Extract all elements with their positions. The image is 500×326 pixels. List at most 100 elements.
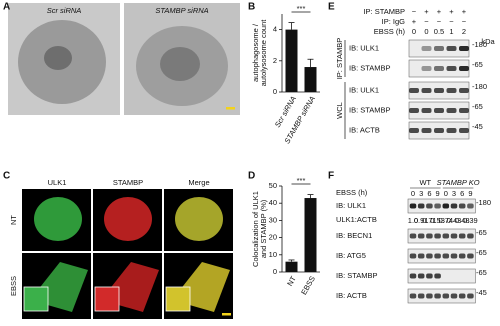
micrographs bbox=[22, 189, 233, 319]
marker-label: -65 bbox=[472, 102, 483, 111]
y-tick-label: 4 bbox=[273, 25, 277, 34]
y-axis-label: autolysosome count bbox=[259, 19, 268, 87]
lane-label: 6 bbox=[427, 189, 431, 198]
marker-label: -65 bbox=[476, 228, 487, 237]
band bbox=[417, 293, 425, 299]
lane-label: + bbox=[424, 7, 429, 16]
marker-label: -180 bbox=[472, 40, 487, 49]
lane-label: + bbox=[437, 7, 442, 16]
channel-label: ULK1 bbox=[48, 178, 67, 187]
bar bbox=[304, 67, 317, 92]
band bbox=[421, 128, 432, 133]
row-label: IB: ACTB bbox=[349, 125, 380, 134]
group-label: IP: STAMBP bbox=[335, 38, 344, 80]
band bbox=[434, 88, 444, 93]
band bbox=[458, 253, 466, 259]
band bbox=[434, 108, 444, 113]
band bbox=[459, 108, 469, 113]
row-label: IB: ULK1 bbox=[336, 201, 366, 210]
ratio-label: 0.74 bbox=[438, 216, 453, 225]
blot bbox=[407, 228, 476, 244]
panel-label: D bbox=[248, 171, 255, 182]
group-label: WT bbox=[419, 178, 431, 187]
band bbox=[467, 253, 474, 259]
band bbox=[434, 203, 441, 209]
band bbox=[442, 233, 450, 239]
row-label: IB: ACTB bbox=[336, 291, 367, 300]
band bbox=[409, 273, 417, 279]
x-tick-label: EBSS bbox=[299, 274, 317, 296]
row-label: IB: ATG5 bbox=[336, 251, 366, 260]
nucleus bbox=[44, 46, 72, 70]
marker-label: -65 bbox=[472, 60, 483, 69]
bar bbox=[285, 261, 298, 272]
band bbox=[409, 203, 417, 209]
cell bbox=[175, 197, 223, 241]
lane-label: − bbox=[449, 17, 454, 26]
inset bbox=[94, 286, 120, 312]
band bbox=[442, 203, 450, 209]
row-label: IP: STAMBP bbox=[363, 7, 405, 16]
band bbox=[450, 233, 458, 239]
y-tick-label: 50 bbox=[269, 181, 277, 190]
band bbox=[426, 253, 433, 259]
bar bbox=[304, 198, 317, 272]
cell bbox=[34, 197, 82, 241]
band bbox=[409, 233, 417, 239]
band bbox=[459, 128, 469, 133]
band bbox=[434, 128, 444, 133]
lane-label: 0 bbox=[444, 189, 448, 198]
cell bbox=[104, 197, 152, 241]
band bbox=[450, 253, 458, 259]
marker-label: -180 bbox=[476, 198, 491, 207]
band bbox=[434, 66, 444, 71]
band bbox=[434, 233, 441, 239]
lane-label: + bbox=[462, 7, 467, 16]
ratio-label: 1.0 bbox=[408, 216, 418, 225]
y-tick-label: 20 bbox=[269, 233, 277, 242]
marker-label: -45 bbox=[476, 288, 487, 297]
row-label: IB: ULK1 bbox=[349, 85, 379, 94]
lane-label: − bbox=[424, 17, 429, 26]
ratio-label: 0.43 bbox=[447, 216, 462, 225]
lane-label: 9 bbox=[468, 189, 472, 198]
blot bbox=[407, 268, 476, 284]
band bbox=[426, 273, 433, 279]
blot bbox=[407, 288, 476, 304]
scale-bar bbox=[226, 107, 235, 110]
ratio-label: 0.53 bbox=[430, 216, 445, 225]
lane-label: 0 bbox=[424, 27, 428, 36]
row-label: IB: STAMBP bbox=[336, 271, 378, 280]
band bbox=[450, 203, 458, 209]
y-tick-label: 10 bbox=[269, 250, 277, 259]
lane-label: 0 bbox=[411, 189, 415, 198]
kda-label: kDa bbox=[481, 37, 495, 46]
band bbox=[409, 253, 417, 259]
lane-label: − bbox=[462, 17, 467, 26]
band bbox=[409, 128, 419, 133]
panel-label: E bbox=[328, 2, 335, 13]
blot bbox=[407, 248, 476, 264]
row-label: IB: STAMBP bbox=[349, 105, 391, 114]
lane-label: 1 bbox=[449, 27, 453, 36]
marker-label: -65 bbox=[476, 268, 487, 277]
channel-label: STAMBP bbox=[113, 178, 143, 187]
band bbox=[434, 46, 444, 51]
group-label: WCL bbox=[335, 102, 344, 119]
band bbox=[426, 203, 433, 209]
band bbox=[458, 293, 466, 299]
band bbox=[458, 203, 466, 209]
marker-label: -180 bbox=[472, 82, 487, 91]
significance: *** bbox=[297, 4, 306, 13]
band bbox=[459, 46, 469, 51]
lane-label: − bbox=[412, 7, 417, 16]
band bbox=[421, 88, 432, 93]
y-tick-label: 40 bbox=[269, 198, 277, 207]
band bbox=[426, 293, 433, 299]
condition-label: Scr siRNA bbox=[47, 6, 82, 15]
band bbox=[434, 253, 441, 259]
x-tick-label: NT bbox=[285, 274, 298, 288]
y-tick-label: 2 bbox=[273, 56, 277, 65]
panel-label: C bbox=[3, 171, 10, 182]
y-axis-label: and STAMBP (%) bbox=[259, 199, 268, 258]
